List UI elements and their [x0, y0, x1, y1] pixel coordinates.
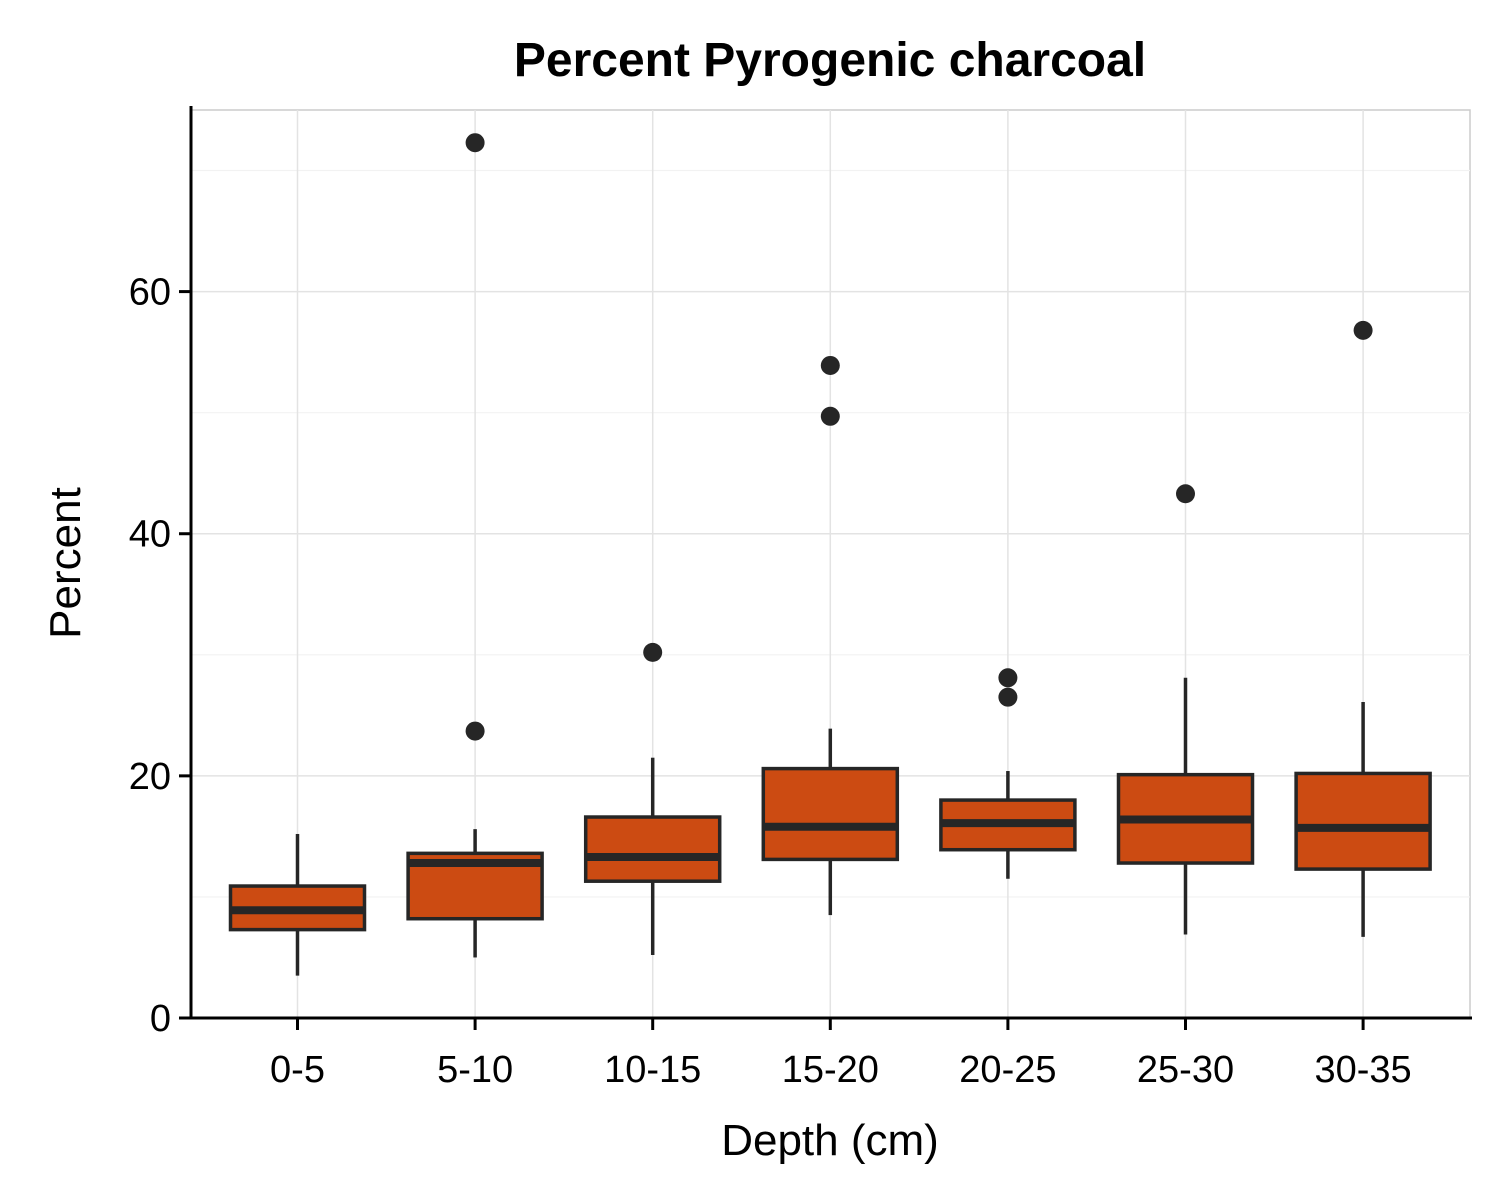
x-axis-title: Depth (cm)	[721, 1116, 939, 1165]
outlier-point	[820, 355, 840, 375]
box-iqr	[583, 815, 722, 883]
y-tick-label: 60	[129, 272, 171, 314]
box-iqr	[1294, 771, 1432, 871]
x-tick-label: 0-5	[270, 1049, 325, 1091]
box-15-20	[761, 355, 900, 916]
y-tick-label: 0	[150, 998, 171, 1040]
outlier-point	[1353, 320, 1373, 340]
outlier-point	[465, 721, 485, 741]
outlier-point	[998, 668, 1018, 688]
outlier-point	[820, 406, 840, 426]
x-tick-label: 5-10	[437, 1049, 513, 1091]
outlier-point	[998, 687, 1018, 707]
y-tick-label: 40	[129, 514, 171, 556]
chart-title: Percent Pyrogenic charcoal	[514, 34, 1146, 87]
outlier-point	[643, 642, 663, 662]
box-iqr	[761, 766, 900, 862]
y-axis-title: Percent	[41, 487, 90, 639]
x-tick-label: 25-30	[1137, 1049, 1234, 1091]
axes: 0 20 40 60 0-5 5-10 10-15 15-20 20-25 25-30 30-35	[129, 106, 1472, 1091]
x-tick-label: 15-20	[782, 1049, 879, 1091]
box-20-25	[939, 668, 1077, 879]
x-tick-label: 10-15	[604, 1049, 701, 1091]
box-5-10	[406, 133, 544, 958]
box-30-35	[1294, 320, 1432, 937]
box-10-15	[583, 642, 722, 956]
box-25-30	[1116, 484, 1255, 935]
x-tick-label: 20-25	[959, 1049, 1056, 1091]
box-0-5	[228, 833, 367, 976]
x-tick-label: 30-35	[1314, 1049, 1411, 1091]
boxes-layer	[228, 133, 1432, 976]
outlier-point	[465, 133, 485, 153]
y-tick-label: 20	[129, 756, 171, 798]
outlier-point	[1176, 484, 1195, 504]
